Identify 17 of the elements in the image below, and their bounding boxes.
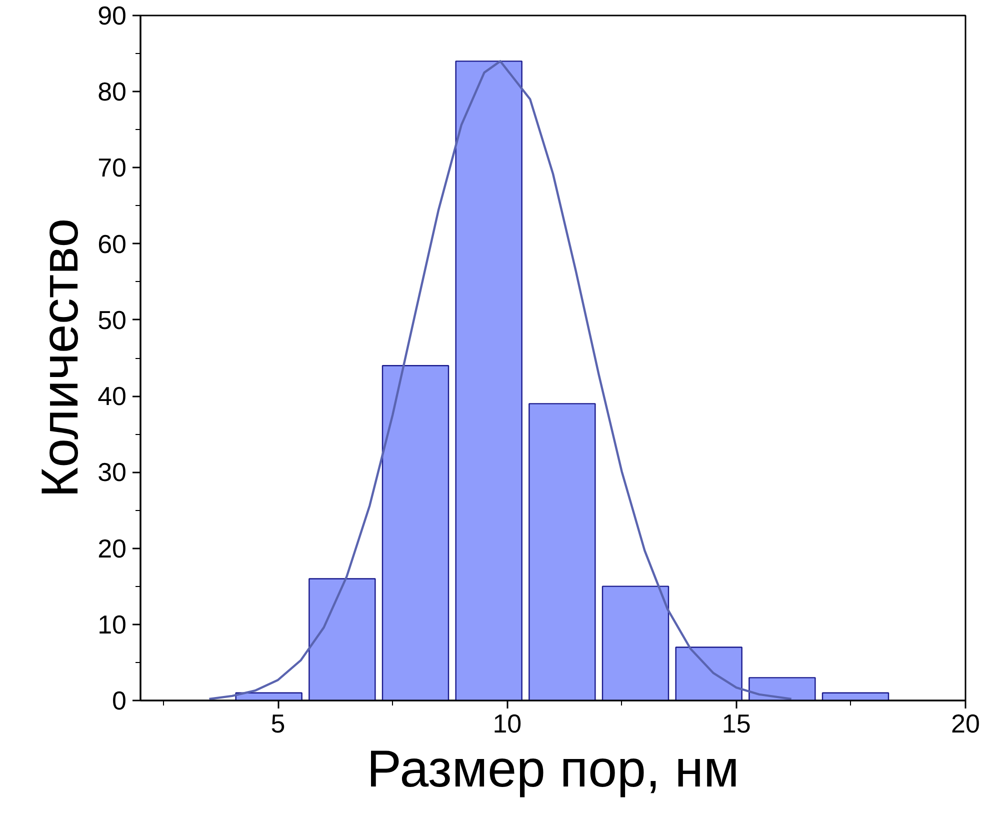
- y-tick-label: 10: [98, 609, 126, 640]
- y-axis-title: Количество: [32, 218, 90, 498]
- y-tick-label: 70: [98, 152, 126, 183]
- y-tick-label: 50: [98, 304, 126, 335]
- line-series: [208, 60, 792, 700]
- y-tick-label: 40: [98, 381, 126, 412]
- x-axis-title: Размер пор, нм: [366, 740, 740, 798]
- y-tick-label: 60: [98, 228, 126, 259]
- y-tick-label: 90: [98, 0, 126, 30]
- y-tick-label: 80: [98, 76, 126, 107]
- x-tick-label: 10: [492, 708, 522, 738]
- x-tick-label: 20: [951, 708, 980, 738]
- y-tick-label: 30: [98, 457, 126, 488]
- y-tick-label: 0: [112, 686, 127, 716]
- x-tick-label: 5: [270, 708, 286, 738]
- y-tick-label: 20: [98, 533, 126, 564]
- x-tick-label: 15: [722, 708, 751, 738]
